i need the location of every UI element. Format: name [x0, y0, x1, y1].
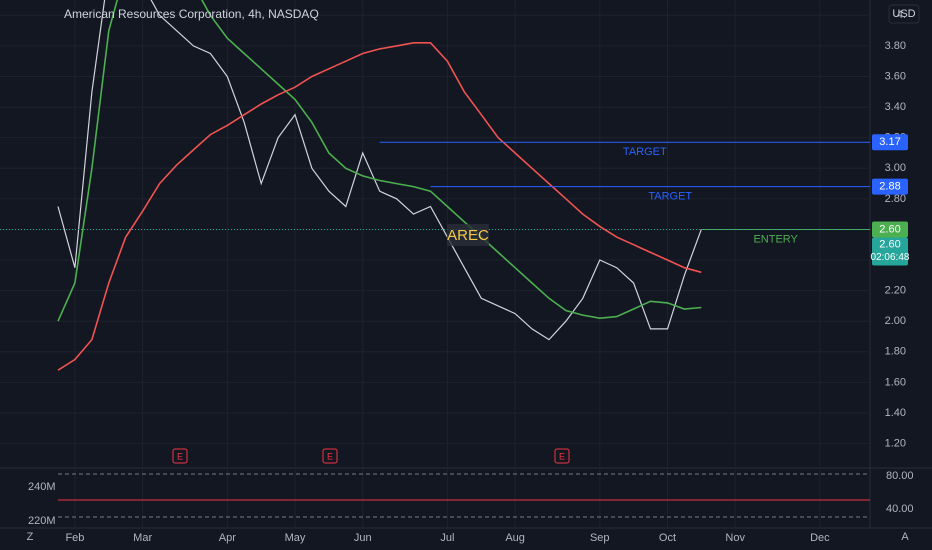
y-tick-label: 2.00 [885, 315, 906, 327]
footer-left[interactable]: Z [27, 531, 34, 543]
currency-badge[interactable] [888, 4, 920, 24]
x-tick-label: Jul [440, 532, 454, 544]
y-tick-label: 3.00 [885, 162, 906, 174]
earnings-label: E [559, 451, 565, 461]
series-line [57, 41, 702, 371]
last-price-tag [872, 237, 908, 266]
earnings-label: E [327, 451, 333, 461]
x-tick-label: Dec [810, 532, 830, 544]
price-tag [872, 178, 908, 195]
y-tick-label: 3.40 [885, 101, 906, 113]
y-tick-label: 2.20 [885, 285, 906, 297]
x-tick-label: Sep [590, 532, 610, 544]
lower-left-tick: 220M [28, 515, 56, 527]
y-tick-label: 3.80 [885, 40, 906, 52]
price-tag-label: 2.60 [879, 223, 900, 235]
price-tag-label: 3.17 [879, 136, 900, 148]
chart-title: American Resources Corporation, 4h, NASD… [64, 7, 319, 21]
price-tag-label: 2.88 [879, 181, 900, 193]
level-text: TARGET [648, 191, 692, 203]
y-tick-label: 1.40 [885, 407, 906, 419]
earnings-marker [322, 448, 338, 464]
countdown: 02:06:48 [871, 252, 910, 263]
level-text: TARGET [623, 146, 667, 158]
x-tick-label: Nov [725, 532, 745, 544]
y-tick-label: 1.20 [885, 437, 906, 449]
price-tag [872, 134, 908, 151]
last-price-label: 2.60 [879, 238, 900, 250]
symbol-label: AREC [447, 227, 489, 244]
x-tick-label: Oct [659, 532, 676, 544]
x-tick-label: Feb [65, 532, 84, 544]
level-text: ENTERY [753, 233, 798, 245]
x-tick-label: Jun [354, 532, 372, 544]
plot [57, 0, 702, 371]
y-tick-label: 3.60 [885, 70, 906, 82]
x-tick-label: Aug [505, 532, 525, 544]
price-tag [872, 221, 908, 238]
earnings-marker [172, 448, 188, 464]
x-tick-label: May [285, 532, 306, 544]
y-tick-label: 2.80 [885, 193, 906, 205]
earnings-label: E [177, 451, 183, 461]
y-tick-label: 4. [897, 9, 906, 21]
y-tick-label: 1.80 [885, 346, 906, 358]
series-line [57, 0, 702, 322]
lower-right-tick: 40.00 [886, 503, 914, 515]
series-line [57, 0, 702, 341]
x-tick-label: Apr [219, 532, 236, 544]
y-tick-label: 1.60 [885, 376, 906, 388]
symbol-badge [447, 224, 489, 246]
footer-right[interactable]: A [901, 531, 909, 543]
lower-left-tick: 240M [28, 481, 56, 493]
lower-right-tick: 80.00 [886, 470, 914, 482]
earnings-marker [554, 448, 570, 464]
currency: USD [892, 8, 915, 20]
x-tick-label: Mar [133, 532, 152, 544]
